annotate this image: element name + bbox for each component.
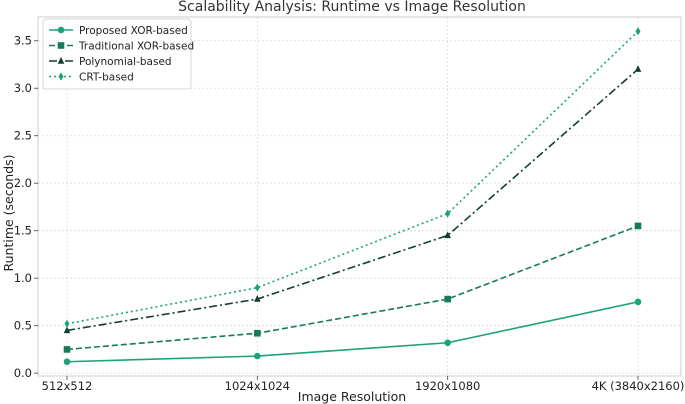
x-axis-ticks: 512x512 1024x1024 1920x1080 4K (3840x2160) [42,376,685,393]
data-point [64,319,70,328]
x-tick-label: 1920x1080 [415,379,480,393]
x-axis-label: Image Resolution [298,389,406,404]
y-tick-label: 3.0 [14,81,32,95]
series-line [66,301,639,363]
legend-item: Polynomial-based [49,56,172,68]
x-tick-label: 512x512 [42,379,93,393]
x-tick-label: 4K (3840x2160) [592,379,685,393]
plot-frame [37,16,682,377]
x-tick-label: 1024x1024 [225,379,290,393]
series-2 [63,222,642,353]
y-axis-label: Runtime (seconds) [1,154,16,271]
data-point [254,329,261,337]
y-axis-ticks: 0.0 0.5 1.0 1.5 2.0 2.5 3.0 3.5 [14,34,38,380]
y-tick-label: 2.0 [14,176,32,190]
grid-lines [38,17,681,376]
y-tick-label: 0.0 [14,366,32,380]
legend-item: Traditional XOR-based [49,41,194,53]
y-tick-label: 2.5 [14,129,32,143]
data-point [635,27,641,36]
data-point [254,294,261,302]
legend-label: CRT-based [79,72,134,84]
data-point [634,222,642,230]
series-1 [63,298,642,366]
data-point [254,283,260,292]
data-point [63,358,71,366]
legend-label: Traditional XOR-based [78,41,194,53]
series-line [66,225,639,351]
data-point [63,326,71,334]
data-point [444,231,451,239]
legend-label: Proposed XOR-based [79,25,188,37]
series-line [66,30,639,325]
legend-label: Polynomial-based [79,56,172,68]
y-tick-label: 1.5 [14,224,32,238]
series-3 [63,65,642,334]
data-point [444,295,451,303]
legend-swatch-marker [57,42,65,49]
legend-swatch-marker [57,56,65,64]
legend-swatch-marker [58,72,64,81]
data-point [634,65,642,72]
data-point [444,339,451,347]
series-layer [63,27,642,366]
y-tick-label: 1.0 [14,271,32,285]
y-tick-label: 3.5 [14,34,32,48]
chart-title: Scalability Analysis: Runtime vs Image R… [178,0,526,15]
series-line [66,68,639,332]
data-point [445,209,451,218]
legend-swatch-marker [57,26,65,34]
legend: Proposed XOR-based Traditional XOR-based P… [42,18,194,90]
series-4 [64,27,641,328]
legend-box [42,18,192,90]
legend-item: CRT-based [49,72,134,84]
y-tick-label: 0.5 [14,319,32,333]
data-point [634,298,642,306]
data-point [254,352,261,360]
legend-item: Proposed XOR-based [49,25,188,37]
data-point [63,346,71,353]
